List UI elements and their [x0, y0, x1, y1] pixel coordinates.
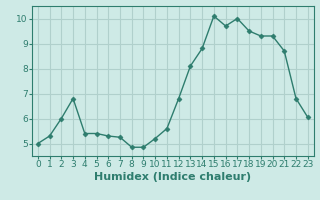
X-axis label: Humidex (Indice chaleur): Humidex (Indice chaleur): [94, 172, 252, 182]
